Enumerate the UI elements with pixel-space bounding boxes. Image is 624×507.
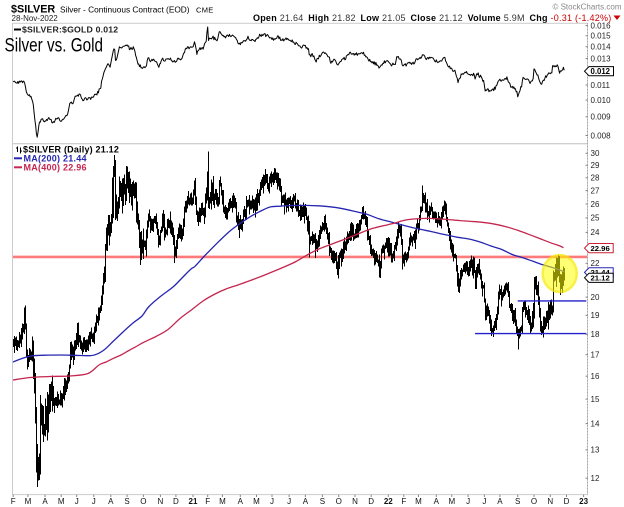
svg-text:J: J xyxy=(287,497,291,506)
svg-text:28: 28 xyxy=(591,174,600,183)
svg-text:27: 27 xyxy=(591,186,600,195)
svg-text:J: J xyxy=(270,497,274,506)
svg-text:0.013: 0.013 xyxy=(591,54,612,63)
svg-text:13: 13 xyxy=(591,446,600,455)
svg-text:0.012: 0.012 xyxy=(591,67,611,76)
svg-text:15: 15 xyxy=(591,395,600,404)
svg-text:N: N xyxy=(158,497,164,506)
svg-text:J: J xyxy=(75,497,79,506)
svg-text:O: O xyxy=(336,497,342,506)
svg-text:24: 24 xyxy=(591,228,600,237)
svg-text:D: D xyxy=(564,497,570,506)
svg-text:F: F xyxy=(205,497,210,506)
svg-text:A: A xyxy=(238,497,244,506)
svg-text:Silver vs. Gold: Silver vs. Gold xyxy=(5,36,104,57)
svg-text:A: A xyxy=(434,497,440,506)
svg-text:J: J xyxy=(482,497,486,506)
svg-text:0.009: 0.009 xyxy=(591,113,612,122)
svg-text:M: M xyxy=(448,497,455,506)
svg-text:18: 18 xyxy=(591,330,600,339)
svg-text:22: 22 xyxy=(384,497,393,506)
svg-text:F: F xyxy=(11,497,16,506)
svg-text:A: A xyxy=(303,497,309,506)
svg-text:0.008: 0.008 xyxy=(591,131,612,140)
svg-text:D: D xyxy=(368,497,374,506)
svg-text:M: M xyxy=(58,497,65,506)
svg-text:0.014: 0.014 xyxy=(591,43,612,52)
svg-text:12: 12 xyxy=(591,474,600,483)
svg-text:S: S xyxy=(515,497,520,506)
svg-text:29: 29 xyxy=(591,161,600,170)
svg-text:$SILVER:$GOLD 0.012: $SILVER:$GOLD 0.012 xyxy=(22,25,118,35)
svg-text:MA(400) 22.96: MA(400) 22.96 xyxy=(24,162,87,172)
svg-text:$SILVER (Daily) 21.12: $SILVER (Daily) 21.12 xyxy=(23,145,119,155)
svg-text:20: 20 xyxy=(591,293,600,302)
svg-text:M: M xyxy=(253,497,260,506)
svg-text:16: 16 xyxy=(591,372,600,381)
svg-text:MA(200) 21.44: MA(200) 21.44 xyxy=(24,153,87,163)
svg-text:A: A xyxy=(108,497,114,506)
svg-text:0.011: 0.011 xyxy=(591,81,611,90)
svg-text:26: 26 xyxy=(591,200,600,209)
svg-text:A: A xyxy=(42,497,48,506)
svg-text:21: 21 xyxy=(189,497,198,506)
svg-text:J: J xyxy=(92,497,96,506)
svg-text:M: M xyxy=(219,497,226,506)
svg-text:S: S xyxy=(124,497,129,506)
svg-text:19: 19 xyxy=(591,311,600,320)
svg-text:© StockCharts.com: © StockCharts.com xyxy=(552,3,621,12)
svg-text:0.016: 0.016 xyxy=(591,21,612,30)
svg-text:F: F xyxy=(401,497,406,506)
svg-text:14: 14 xyxy=(591,419,600,428)
svg-text:N: N xyxy=(547,497,553,506)
svg-text:O: O xyxy=(140,497,146,506)
svg-text:22: 22 xyxy=(591,259,600,268)
svg-text:23: 23 xyxy=(579,497,588,506)
svg-text:M: M xyxy=(415,497,422,506)
svg-text:22.96: 22.96 xyxy=(591,244,610,253)
svg-text:Open 21.64 High 21.82 Low 21.0: Open 21.64 High 21.82 Low 21.05 Close 21… xyxy=(253,13,612,23)
svg-text:$SILVER: $SILVER xyxy=(11,4,55,16)
svg-text:S: S xyxy=(320,497,325,506)
svg-text:A: A xyxy=(497,497,503,506)
svg-text:0.010: 0.010 xyxy=(591,96,612,105)
svg-text:CME: CME xyxy=(196,6,214,15)
svg-text:21.12: 21.12 xyxy=(591,274,610,283)
svg-text:D: D xyxy=(173,497,179,506)
svg-text:30: 30 xyxy=(591,149,600,158)
svg-text:Silver - Continuous Contract (: Silver - Continuous Contract (EOD) xyxy=(60,5,190,15)
svg-text:J: J xyxy=(466,497,470,506)
svg-text:28-Nov-2022: 28-Nov-2022 xyxy=(12,14,59,23)
svg-text:M: M xyxy=(25,497,32,506)
svg-text:0.015: 0.015 xyxy=(591,32,612,41)
svg-text:N: N xyxy=(352,497,358,506)
svg-text:25: 25 xyxy=(591,214,600,223)
svg-text:17: 17 xyxy=(591,351,600,360)
svg-text:O: O xyxy=(531,497,537,506)
